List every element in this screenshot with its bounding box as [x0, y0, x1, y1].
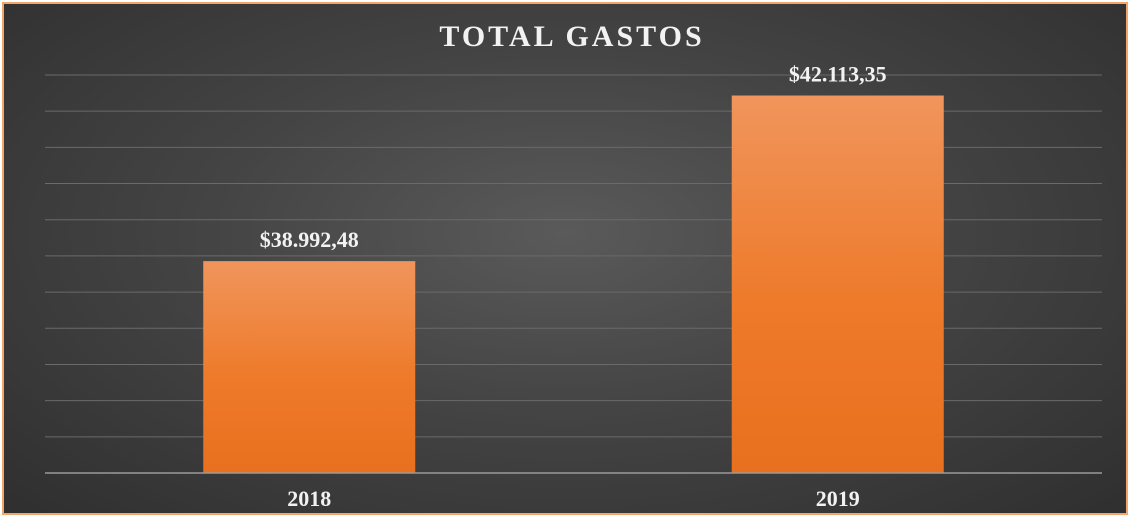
- data-labels: $38.992,48 $42.113,35: [260, 62, 887, 253]
- data-label-2019: $42.113,35: [789, 62, 887, 87]
- bar-2019: [731, 95, 944, 474]
- bar-2018: [203, 261, 416, 473]
- x-axis-ticks: 2018 2019: [287, 486, 860, 511]
- bars: [203, 95, 944, 474]
- data-label-2018: $38.992,48: [260, 227, 359, 252]
- chart-title: TOTAL GASTOS: [439, 20, 704, 53]
- x-tick-2018: 2018: [287, 486, 331, 511]
- x-tick-2019: 2019: [816, 486, 860, 511]
